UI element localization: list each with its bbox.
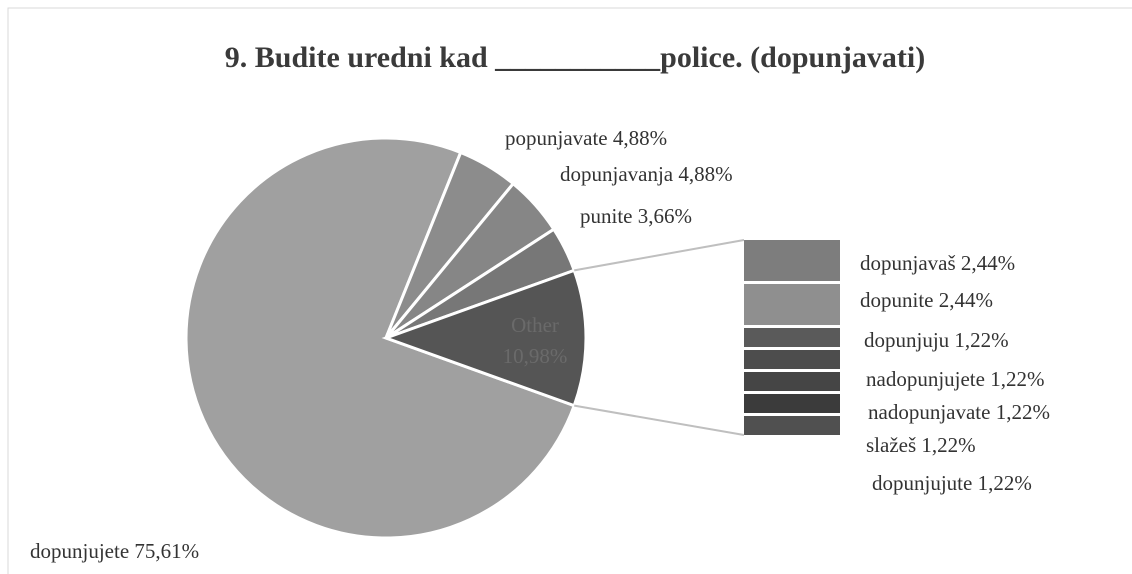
- label-name: dopunjavanja: [560, 162, 674, 186]
- data-label: nadopunjavate 1,22%: [868, 400, 1050, 424]
- bar-segment: [744, 394, 840, 413]
- data-label: Other: [511, 313, 559, 337]
- data-label: dopunjavanja 4,88%: [560, 162, 733, 186]
- pie-slice: [184, 136, 577, 540]
- data-label: dopunjujete 75,61%: [30, 539, 199, 563]
- data-label: 10,98%: [503, 344, 568, 368]
- data-label: punite 3,66%: [580, 204, 692, 228]
- connector: [574, 404, 745, 436]
- connector: [574, 239, 745, 272]
- label-name: dopunjuju: [864, 328, 950, 352]
- chart-frame: [7, 7, 1132, 574]
- data-label: dopunjujute 1,22%: [872, 471, 1032, 495]
- label-name: popunjavate: [505, 126, 608, 150]
- bar-segment: [744, 416, 840, 435]
- label-value: 1,22%: [978, 471, 1032, 495]
- label-value: 75,61%: [134, 539, 199, 563]
- label-name: dopunjavaš: [860, 251, 956, 275]
- label-name: slažeš: [866, 433, 916, 457]
- data-label: slažeš 1,22%: [866, 433, 976, 457]
- bar-segment: [744, 284, 840, 325]
- data-label: popunjavate 4,88%: [505, 126, 667, 150]
- label-value: 2,44%: [939, 288, 993, 312]
- bar-segment: [744, 350, 840, 369]
- label-value: 3,66%: [638, 204, 692, 228]
- label-name: dopunjujute: [872, 471, 972, 495]
- label-name: nadopunjujete: [866, 367, 985, 391]
- chart-title: 9. Budite uredni kad ___________police. …: [225, 41, 925, 74]
- data-label: dopunjuju 1,22%: [864, 328, 1009, 352]
- label-name: nadopunjavate: [868, 400, 990, 424]
- label-value: 2,44%: [961, 251, 1015, 275]
- pie-slice: [381, 268, 588, 408]
- label-name: dopunjujete: [30, 539, 129, 563]
- label-name: punite: [580, 204, 633, 228]
- bar-segment: [744, 372, 840, 391]
- label-value: 1,22%: [921, 433, 975, 457]
- label-value: 4,88%: [678, 162, 732, 186]
- data-label: dopunjavaš 2,44%: [860, 251, 1015, 275]
- data-label: nadopunjujete 1,22%: [866, 367, 1044, 391]
- data-label: dopunite 2,44%: [860, 288, 993, 312]
- bar-segment: [744, 240, 840, 281]
- label-value: 1,22%: [996, 400, 1050, 424]
- label-value: 4,88%: [613, 126, 667, 150]
- label-name: dopunite: [860, 288, 934, 312]
- bar-segment: [744, 328, 840, 347]
- label-value: 1,22%: [990, 367, 1044, 391]
- label-value: 1,22%: [954, 328, 1008, 352]
